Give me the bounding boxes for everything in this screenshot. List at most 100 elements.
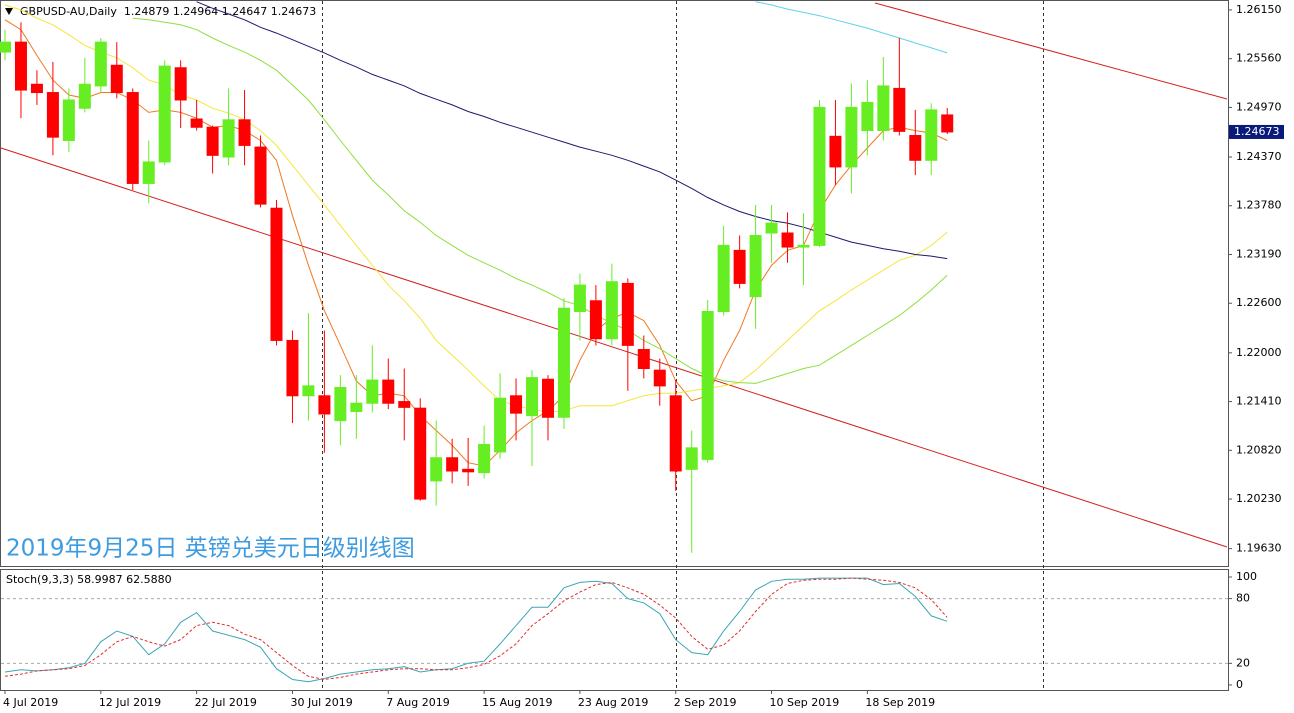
y-tick-label: 1.22600 bbox=[1236, 296, 1282, 309]
stoch-panel bbox=[0, 569, 1229, 691]
series-line bbox=[755, 1, 948, 54]
collapse-icon[interactable] bbox=[5, 8, 13, 15]
x-tick-label: 23 Aug 2019 bbox=[578, 696, 648, 709]
y-tick-label: 1.23190 bbox=[1236, 247, 1282, 260]
price-tag bbox=[1229, 124, 1284, 139]
candle-body bbox=[190, 118, 203, 128]
candle-body bbox=[637, 349, 650, 370]
series-line bbox=[4, 577, 948, 681]
candle-body bbox=[30, 83, 43, 94]
x-tick-label: 12 Jul 2019 bbox=[99, 696, 161, 709]
x-tick-label: 10 Sep 2019 bbox=[770, 696, 840, 709]
candle-body bbox=[62, 99, 75, 141]
x-tick-label: 30 Jul 2019 bbox=[290, 696, 352, 709]
trendline bbox=[0, 147, 1228, 548]
x-tick-label: 18 Sep 2019 bbox=[865, 696, 935, 709]
candle-body bbox=[94, 41, 107, 87]
candle-body bbox=[557, 307, 570, 418]
separators bbox=[322, 1, 1044, 690]
candle-body bbox=[110, 64, 123, 94]
trend-channel bbox=[0, 2, 1228, 548]
candle-body bbox=[446, 457, 459, 472]
candle-body bbox=[893, 87, 906, 132]
candle-body bbox=[302, 385, 315, 397]
candle-body bbox=[238, 119, 251, 146]
y-tick-label: 100 bbox=[1236, 570, 1257, 583]
y-tick-label: 80 bbox=[1236, 592, 1250, 605]
candle-body bbox=[765, 222, 778, 234]
candle-body bbox=[222, 119, 235, 158]
candle-body bbox=[462, 468, 475, 473]
main-panel bbox=[0, 0, 1229, 567]
y-tick-label: 1.24370 bbox=[1236, 150, 1282, 163]
candle-body bbox=[701, 311, 714, 460]
y-tick-label: 1.23780 bbox=[1236, 199, 1282, 212]
series-line bbox=[132, 17, 948, 384]
candle-body bbox=[909, 135, 922, 161]
candle-body bbox=[941, 114, 954, 133]
candle-body bbox=[669, 395, 682, 472]
y-tick-label: 1.21410 bbox=[1236, 395, 1282, 408]
candle-body bbox=[366, 379, 379, 404]
symbol-header: GBPUSD-AU,Daily 1.24879 1.24964 1.24647 … bbox=[20, 5, 316, 18]
candle-body bbox=[621, 282, 634, 346]
y-tick-label: 1.25560 bbox=[1236, 52, 1282, 65]
annotation: 2019年9月25日 英镑兑美元日级别线图 bbox=[6, 536, 415, 562]
price-tag-label: 1.24673 bbox=[1234, 125, 1280, 138]
candle-body bbox=[526, 377, 539, 417]
y-tick-label: 1.19630 bbox=[1236, 542, 1282, 555]
x-tick-label: 4 Jul 2019 bbox=[3, 696, 58, 709]
candle-body bbox=[845, 106, 858, 168]
candle-body bbox=[254, 146, 267, 205]
candle-body bbox=[270, 207, 283, 341]
candle-body bbox=[350, 402, 363, 412]
candle-body bbox=[510, 395, 523, 414]
y-tick-label: 1.22000 bbox=[1236, 346, 1282, 359]
candle-body bbox=[174, 67, 187, 101]
candle-body bbox=[717, 244, 730, 313]
candle-body bbox=[334, 387, 347, 422]
candle-body bbox=[286, 339, 299, 397]
candle-body bbox=[605, 281, 618, 340]
x-tick-label: 2 Sep 2019 bbox=[674, 696, 737, 709]
candle-body bbox=[797, 244, 810, 248]
candle-body bbox=[206, 126, 219, 156]
candle-body bbox=[414, 407, 427, 500]
candle-body bbox=[781, 232, 794, 248]
candle-body bbox=[78, 83, 91, 109]
candle-body bbox=[126, 92, 139, 184]
candle-body bbox=[925, 109, 938, 161]
candle-body bbox=[14, 41, 27, 91]
x-tick-label: 22 Jul 2019 bbox=[195, 696, 257, 709]
candle-body bbox=[0, 41, 11, 53]
candle-body bbox=[653, 369, 666, 387]
series-line bbox=[4, 577, 948, 683]
y-tick-label: 1.20820 bbox=[1236, 443, 1282, 456]
candle-body bbox=[541, 378, 554, 418]
candle-body bbox=[589, 300, 602, 340]
candle-body bbox=[318, 395, 331, 415]
y-tick-label: 1.20230 bbox=[1236, 492, 1282, 505]
candle-body bbox=[46, 92, 59, 138]
candle-body bbox=[749, 234, 762, 298]
candle-body bbox=[829, 135, 842, 168]
y-tick-label: 1.26150 bbox=[1236, 3, 1282, 16]
candle-body bbox=[158, 65, 171, 163]
y-tick-label: 1.24970 bbox=[1236, 100, 1282, 113]
x-tick-label: 7 Aug 2019 bbox=[386, 696, 449, 709]
candle-body bbox=[685, 447, 698, 470]
indicator-header: Stoch(9,3,3) 58.9987 62.5880 bbox=[6, 573, 172, 586]
trendline bbox=[874, 2, 1228, 100]
candle-body bbox=[478, 444, 491, 474]
candle-body bbox=[733, 249, 746, 284]
x-tick-label: 15 Aug 2019 bbox=[482, 696, 552, 709]
y-tick-label: 0 bbox=[1236, 678, 1243, 691]
candle-body bbox=[813, 106, 826, 246]
candle-body bbox=[398, 401, 411, 408]
candle-body bbox=[861, 101, 874, 132]
candle-body bbox=[382, 379, 395, 404]
candle-body bbox=[430, 457, 443, 482]
candle-body bbox=[142, 161, 155, 184]
candle-body bbox=[494, 397, 507, 453]
